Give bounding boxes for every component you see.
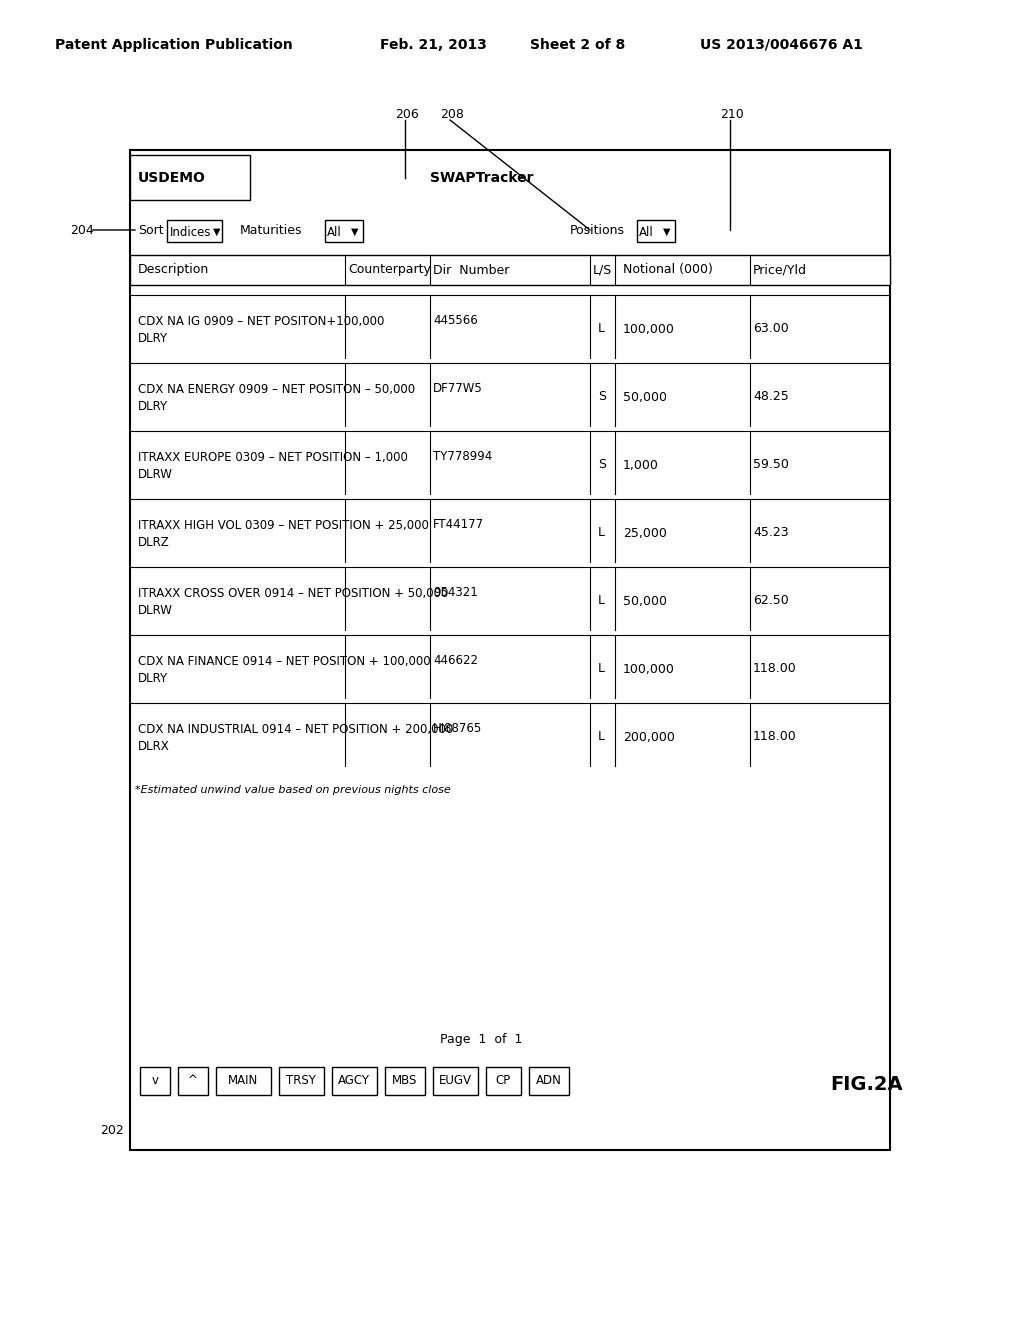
- Text: L: L: [598, 527, 605, 540]
- Text: AGCY: AGCY: [338, 1074, 370, 1088]
- Text: v: v: [152, 1074, 159, 1088]
- Text: 446622: 446622: [433, 655, 478, 668]
- Text: Notional (000): Notional (000): [623, 264, 713, 276]
- Text: Maturities: Maturities: [240, 223, 302, 236]
- Text: 59.50: 59.50: [753, 458, 788, 471]
- Text: Price/Yld: Price/Yld: [753, 264, 807, 276]
- Text: DLRZ: DLRZ: [138, 536, 170, 549]
- Text: ▼: ▼: [213, 227, 220, 238]
- Text: 62.50: 62.50: [753, 594, 788, 607]
- Bar: [178, 1067, 208, 1096]
- Text: 48.25: 48.25: [753, 391, 788, 404]
- Text: ^: ^: [188, 1074, 198, 1088]
- Text: 210: 210: [720, 108, 743, 121]
- Text: SWAPTracker: SWAPTracker: [430, 172, 534, 185]
- Text: DF77W5: DF77W5: [433, 383, 482, 396]
- Text: S: S: [598, 391, 606, 404]
- Text: USDEMO: USDEMO: [138, 172, 206, 185]
- Bar: [130, 154, 250, 201]
- Text: 50,000: 50,000: [623, 594, 667, 607]
- Text: 45.23: 45.23: [753, 527, 788, 540]
- Text: Description: Description: [138, 264, 209, 276]
- Text: US 2013/0046676 A1: US 2013/0046676 A1: [700, 38, 863, 51]
- Text: DLRX: DLRX: [138, 741, 170, 754]
- Text: TRSY: TRSY: [286, 1074, 316, 1088]
- Bar: [167, 220, 222, 242]
- Text: CDX NA ENERGY 0909 – NET POSITON – 50,000: CDX NA ENERGY 0909 – NET POSITON – 50,00…: [138, 383, 415, 396]
- Bar: [325, 220, 362, 242]
- Bar: [140, 1067, 170, 1096]
- Text: DLRW: DLRW: [138, 605, 173, 618]
- Bar: [637, 220, 675, 242]
- Text: *Estimated unwind value based on previous nights close: *Estimated unwind value based on previou…: [135, 785, 451, 795]
- Text: DLRW: DLRW: [138, 469, 173, 482]
- Bar: [130, 255, 890, 285]
- Text: ITRAXX CROSS OVER 0914 – NET POSITION + 50,000: ITRAXX CROSS OVER 0914 – NET POSITION + …: [138, 586, 449, 599]
- Text: L/S: L/S: [593, 264, 612, 276]
- Text: ▼: ▼: [663, 227, 671, 238]
- Text: DLRY: DLRY: [138, 400, 168, 413]
- Text: L: L: [598, 322, 605, 335]
- Text: Positions: Positions: [570, 223, 625, 236]
- Text: ▼: ▼: [351, 227, 358, 238]
- Text: 100,000: 100,000: [623, 663, 675, 676]
- Text: CDX NA INDUSTRIAL 0914 – NET POSITION + 200,000: CDX NA INDUSTRIAL 0914 – NET POSITION + …: [138, 722, 454, 735]
- Text: 1,000: 1,000: [623, 458, 658, 471]
- Bar: [279, 1067, 324, 1096]
- Text: ITRAXX HIGH VOL 0309 – NET POSITION + 25,000: ITRAXX HIGH VOL 0309 – NET POSITION + 25…: [138, 519, 429, 532]
- Text: Counterparty: Counterparty: [348, 264, 431, 276]
- Text: CP: CP: [496, 1074, 511, 1088]
- Text: L: L: [598, 730, 605, 743]
- Text: Sort: Sort: [138, 223, 164, 236]
- Text: All: All: [327, 226, 342, 239]
- Text: CDX NA IG 0909 – NET POSITON+100,000: CDX NA IG 0909 – NET POSITON+100,000: [138, 314, 384, 327]
- Text: Dir  Number: Dir Number: [433, 264, 509, 276]
- Text: DLRY: DLRY: [138, 333, 168, 346]
- Text: Patent Application Publication: Patent Application Publication: [55, 38, 293, 51]
- Text: CDX NA FINANCE 0914 – NET POSITON + 100,000: CDX NA FINANCE 0914 – NET POSITON + 100,…: [138, 655, 431, 668]
- Bar: [486, 1067, 521, 1096]
- Text: 63.00: 63.00: [753, 322, 788, 335]
- Text: 204: 204: [70, 223, 94, 236]
- Bar: [332, 1067, 377, 1096]
- Text: Feb. 21, 2013: Feb. 21, 2013: [380, 38, 486, 51]
- Text: DLRY: DLRY: [138, 672, 168, 685]
- Text: Page  1  of  1: Page 1 of 1: [440, 1034, 522, 1047]
- Text: 202: 202: [100, 1123, 124, 1137]
- Text: 200,000: 200,000: [623, 730, 675, 743]
- Text: HI88765: HI88765: [433, 722, 482, 735]
- Text: ITRAXX EUROPE 0309 – NET POSITION – 1,000: ITRAXX EUROPE 0309 – NET POSITION – 1,00…: [138, 450, 408, 463]
- Bar: [385, 1067, 425, 1096]
- Text: Sheet 2 of 8: Sheet 2 of 8: [530, 38, 626, 51]
- Text: 25,000: 25,000: [623, 527, 667, 540]
- Text: FIG.2A: FIG.2A: [830, 1076, 902, 1094]
- Text: MBS: MBS: [392, 1074, 418, 1088]
- Text: Indices: Indices: [170, 226, 212, 239]
- Bar: [216, 1067, 271, 1096]
- Text: 445566: 445566: [433, 314, 478, 327]
- Text: L: L: [598, 663, 605, 676]
- Text: 208: 208: [440, 108, 464, 121]
- Text: S: S: [598, 458, 606, 471]
- Text: L: L: [598, 594, 605, 607]
- Text: 118.00: 118.00: [753, 663, 797, 676]
- Text: 50,000: 50,000: [623, 391, 667, 404]
- Text: All: All: [639, 226, 653, 239]
- Text: 206: 206: [395, 108, 419, 121]
- Text: 954321: 954321: [433, 586, 478, 599]
- Text: TY778994: TY778994: [433, 450, 493, 463]
- Text: ADN: ADN: [536, 1074, 562, 1088]
- Text: MAIN: MAIN: [228, 1074, 258, 1088]
- Text: 118.00: 118.00: [753, 730, 797, 743]
- Bar: [529, 1067, 569, 1096]
- Bar: [130, 150, 890, 1150]
- Text: 100,000: 100,000: [623, 322, 675, 335]
- Text: FT44177: FT44177: [433, 519, 484, 532]
- Text: EUGV: EUGV: [438, 1074, 471, 1088]
- Bar: [433, 1067, 478, 1096]
